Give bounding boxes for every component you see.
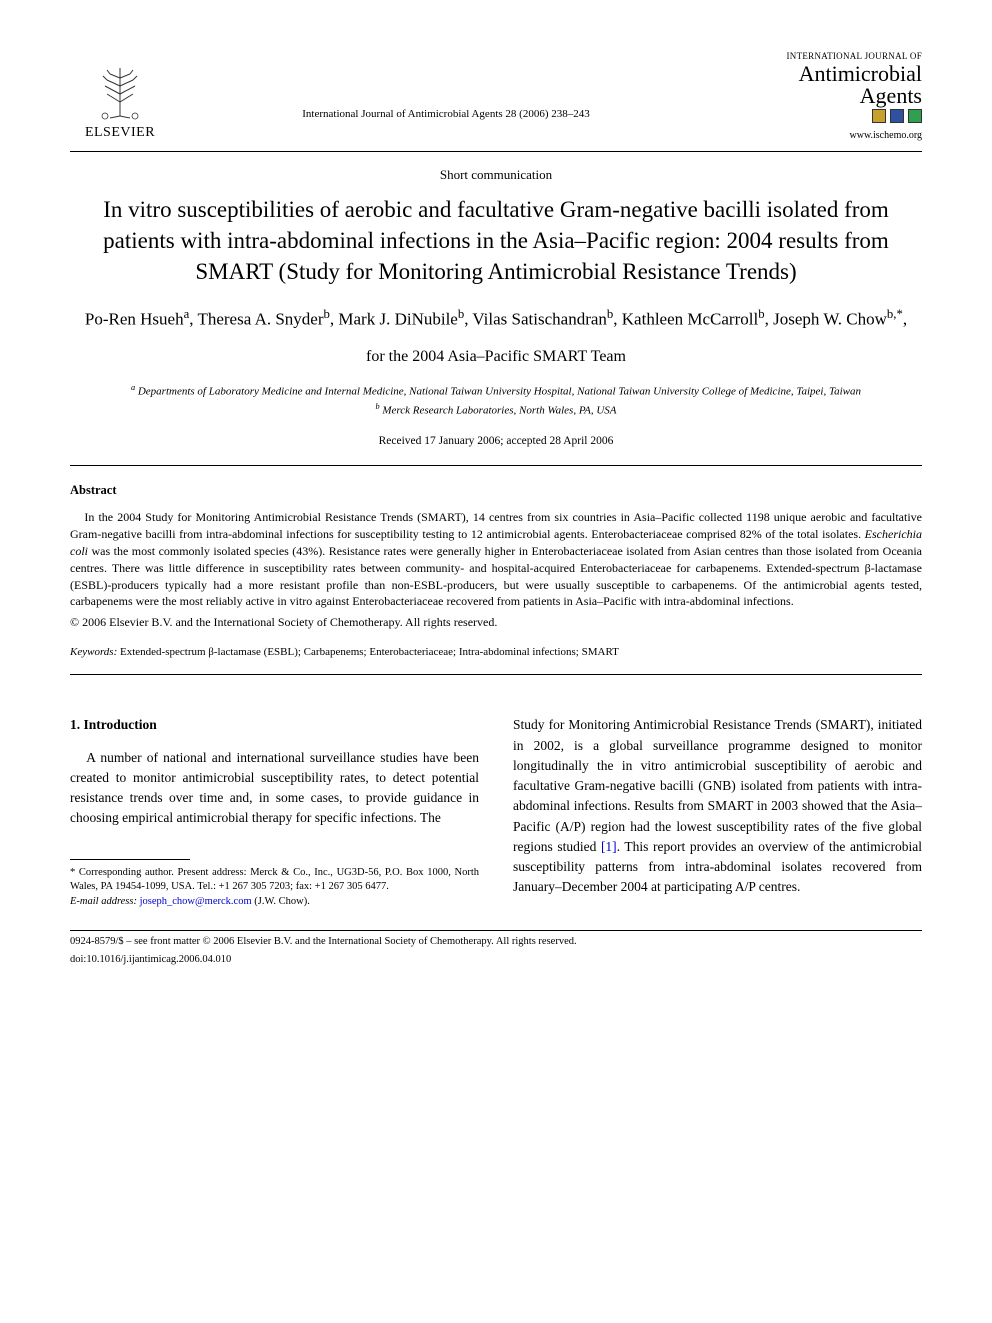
- journal-reference: International Journal of Antimicrobial A…: [170, 107, 722, 142]
- keywords-label: Keywords:: [70, 646, 117, 658]
- publisher-name: ELSEVIER: [85, 123, 155, 143]
- column-left: 1. Introduction A number of national and…: [70, 715, 479, 909]
- article-title: In vitro susceptibilities of aerobic and…: [100, 194, 892, 287]
- abstract-body: In the 2004 Study for Monitoring Antimic…: [70, 509, 922, 610]
- intro-right-text-1: Study for Monitoring Antimicrobial Resis…: [513, 717, 922, 854]
- intro-paragraph-left: A number of national and international s…: [70, 748, 479, 829]
- elsevier-tree-icon: [95, 66, 145, 121]
- affiliation-a: Departments of Laboratory Medicine and I…: [138, 386, 861, 398]
- footer-copyright: 0924-8579/$ – see front matter © 2006 El…: [70, 935, 922, 950]
- keywords-list: Extended-spectrum β-lactamase (ESBL); Ca…: [120, 646, 619, 658]
- author-list: Po-Ren Hsueha, Theresa A. Snyderb, Mark …: [70, 305, 922, 332]
- brand-cell-1: [872, 109, 886, 123]
- affiliation-b: Merck Research Laboratories, North Wales…: [382, 404, 616, 416]
- abstract-top-rule: [70, 465, 922, 466]
- footnote-rule: [70, 859, 190, 860]
- article-dates: Received 17 January 2006; accepted 28 Ap…: [70, 433, 922, 449]
- brand-cell-3: [908, 109, 922, 123]
- abstract-bottom-rule: [70, 674, 922, 675]
- footer-rule: [70, 930, 922, 931]
- email-footnote: E-mail address: joseph_chow@merck.com (J…: [70, 895, 479, 910]
- journal-brand-logo: [722, 109, 922, 123]
- corresponding-author-footnote: * Corresponding author. Present address:…: [70, 866, 479, 895]
- column-right: Study for Monitoring Antimicrobial Resis…: [513, 715, 922, 909]
- journal-brand-title-2: Agents: [752, 85, 922, 107]
- affiliations: a Departments of Laboratory Medicine and…: [70, 382, 922, 418]
- keywords-row: Keywords: Extended-spectrum β-lactamase …: [70, 645, 922, 660]
- header-rule: [70, 151, 922, 152]
- journal-url: www.ischemo.org: [722, 129, 922, 143]
- email-label: E-mail address:: [70, 896, 137, 907]
- brand-cell-2: [890, 109, 904, 123]
- journal-brand-title-1: Antimicrobial: [722, 63, 922, 85]
- page-header: ELSEVIER International Journal of Antimi…: [70, 50, 922, 143]
- email-attribution: (J.W. Chow).: [254, 896, 310, 907]
- abstract-heading: Abstract: [70, 482, 922, 500]
- intro-paragraph-right: Study for Monitoring Antimicrobial Resis…: [513, 715, 922, 897]
- abstract-copyright: © 2006 Elsevier B.V. and the Internation…: [70, 614, 922, 631]
- author-team: for the 2004 Asia–Pacific SMART Team: [70, 346, 922, 368]
- journal-brand: INTERNATIONAL JOURNAL OF Antimicrobial A…: [722, 50, 922, 143]
- citation-link-1[interactable]: [1]: [601, 839, 617, 854]
- article-type: Short communication: [70, 166, 922, 184]
- publisher-block: ELSEVIER: [70, 66, 170, 143]
- introduction-heading: 1. Introduction: [70, 715, 479, 735]
- body-columns: 1. Introduction A number of national and…: [70, 715, 922, 909]
- corresponding-label: * Corresponding author.: [70, 867, 174, 878]
- email-link[interactable]: joseph_chow@merck.com: [140, 896, 252, 907]
- footer-doi: doi:10.1016/j.ijantimicag.2006.04.010: [70, 953, 922, 968]
